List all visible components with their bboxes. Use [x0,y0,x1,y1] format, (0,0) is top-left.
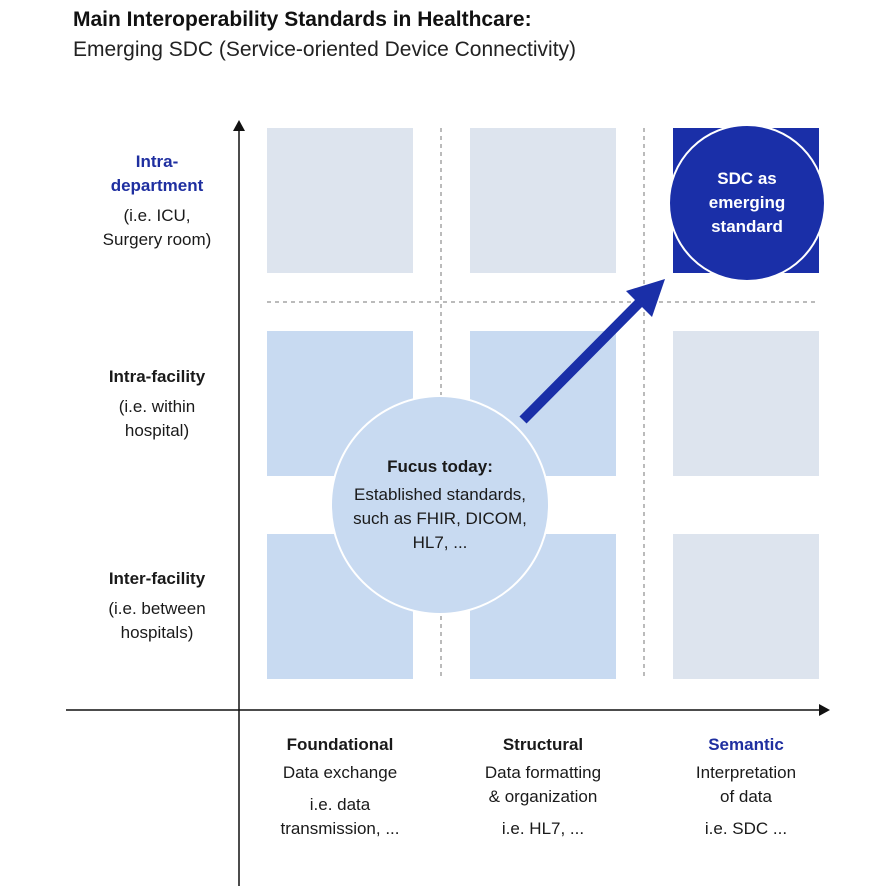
progress-arrowhead [626,279,665,317]
diagram-subtitle: Emerging SDC (Service-oriented Device Co… [73,38,577,61]
focus-today-circle: Fucus today: Established standards, such… [330,395,550,615]
col-label-semantic: Semantic Interpretation of data i.e. SDC… [646,733,846,841]
col-label-structural: Structural Data formatting & organizatio… [443,733,643,841]
col-example: i.e. SDC ... [704,819,788,838]
cell-inter-facility-semantic [673,534,819,679]
row-heading: Inter-facility [108,569,206,588]
focus-heading: Fucus today: [387,457,493,476]
col-heading: Structural [502,735,584,754]
col-example: i.e. data transmission, ... [280,795,400,838]
y-axis-arrowhead [233,120,245,131]
sdc-label: SDC as emerging standard [708,169,786,236]
row-heading: Intra-facility [108,367,206,386]
col-example: i.e. HL7, ... [501,819,585,838]
x-axis-arrowhead [819,704,830,716]
col-desc: Interpretation of data [695,763,797,806]
focus-body: Established standards, such as FHIR, DIC… [353,485,527,552]
sdc-emerging-circle: SDC as emerging standard [668,124,826,282]
row-sub: (i.e. between hospitals) [108,599,206,642]
col-desc: Data formatting & organization [484,763,602,806]
cell-intra-department-foundational [267,128,413,273]
row-label-inter-facility: Inter-facility (i.e. between hospitals) [62,567,252,645]
col-heading: Foundational [286,735,394,754]
cell-intra-facility-semantic [673,331,819,476]
row-label-intra-facility: Intra-facility (i.e. within hospital) [62,365,252,443]
col-label-foundational: Foundational Data exchange i.e. data tra… [240,733,440,841]
cell-intra-department-structural [470,128,616,273]
row-heading: Intra- department [110,152,204,195]
row-label-intra-department: Intra- department (i.e. ICU, Surgery roo… [62,150,252,252]
row-sub: (i.e. within hospital) [118,397,196,440]
row-sub: (i.e. ICU, Surgery room) [102,206,212,249]
col-desc: Data exchange [282,763,398,782]
diagram-title: Main Interoperability Standards in Healt… [73,8,532,31]
col-heading: Semantic [708,735,784,754]
